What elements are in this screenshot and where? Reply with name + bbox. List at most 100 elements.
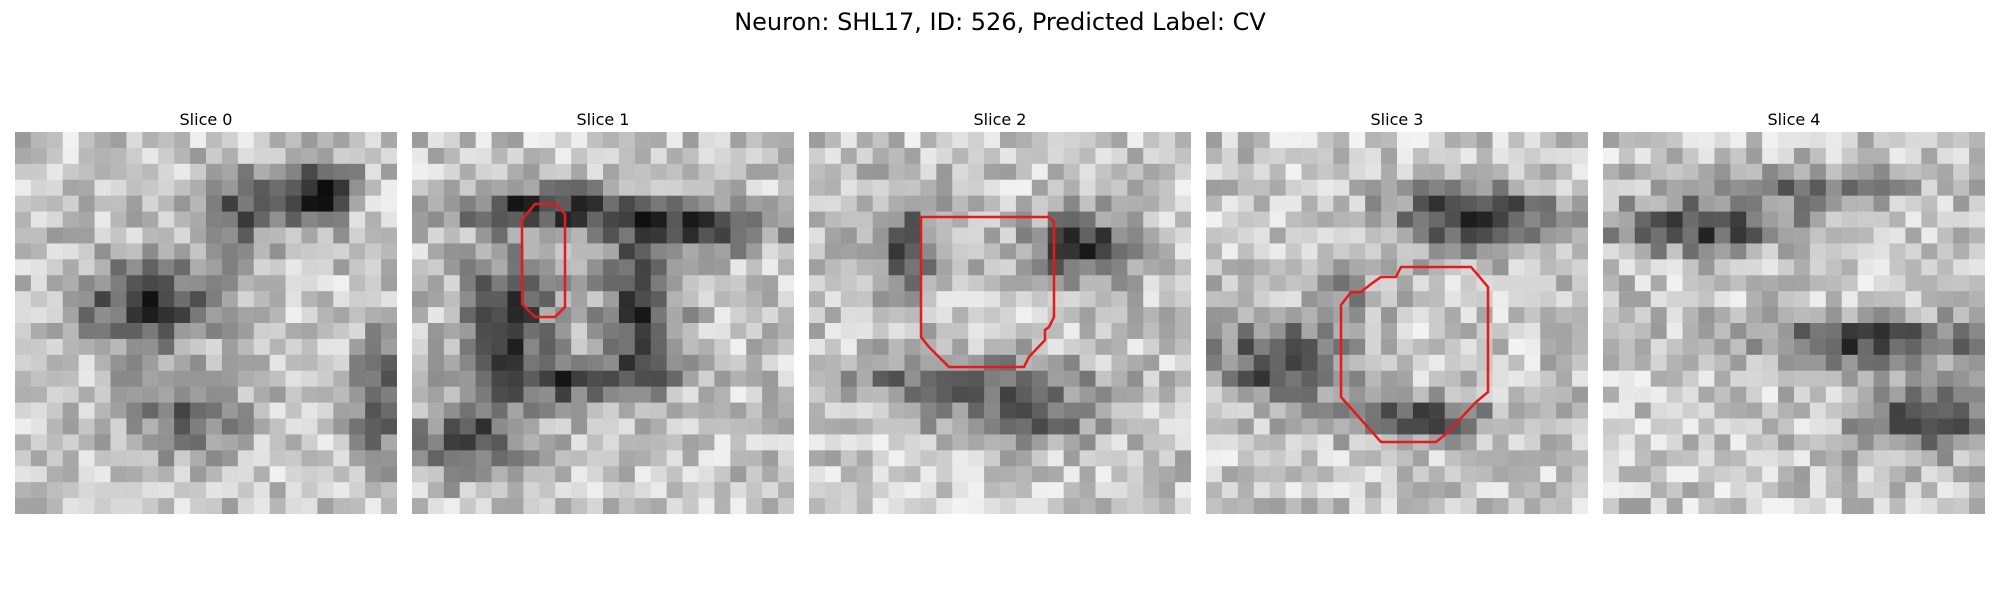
image-pixel [650,434,668,451]
image-pixel [126,386,143,404]
image-pixel [1873,498,1891,514]
image-pixel [1618,482,1636,499]
image-pixel [1301,307,1319,324]
image-pixel [539,275,556,292]
image-pixel [190,386,207,404]
image-pixel [221,132,239,149]
image-pixel [1365,307,1382,324]
image-pixel [1365,211,1382,229]
image-pixel [1285,338,1303,356]
image-pixel [349,211,366,229]
image-pixel [1253,163,1271,181]
image-pixel [15,418,32,436]
image-pixel [126,466,143,483]
image-pixel [1079,466,1097,483]
image-pixel [1921,482,1938,499]
image-pixel [1111,195,1128,213]
image-pixel [1412,338,1430,356]
image-pixel [1269,147,1287,165]
image-pixel [1540,147,1557,165]
image-pixel [746,323,763,340]
image-pixel [1809,386,1827,404]
image-pixel [1937,482,1954,499]
image-pixel [1206,147,1223,165]
image-pixel [1476,466,1494,483]
image-pixel [762,402,779,420]
image-pixel [1889,147,1907,165]
image-pixel [1524,434,1541,451]
image-pixel [158,482,175,499]
image-pixel [1905,482,1922,499]
image-pixel [507,291,525,308]
image-pixel [1666,354,1684,372]
image-pixel [920,418,937,436]
image-pixel [110,466,128,483]
image-pixel [952,291,969,308]
image-pixel [1428,307,1446,324]
image-pixel [1953,147,1970,165]
image-pixel [1349,259,1366,276]
image-pixel [714,211,731,229]
image-pixel [1143,163,1160,181]
image-pixel [1460,434,1478,451]
image-pixel [968,482,985,499]
image-pixel [1778,434,1795,451]
image-pixel [1206,370,1223,388]
image-pixel [1365,402,1382,420]
image-pixel [840,450,858,467]
image-pixel [62,434,80,451]
image-pixel [381,450,397,467]
image-pixel [1047,195,1065,213]
image-pixel [1524,275,1541,292]
image-pixel [1921,275,1938,292]
image-pixel [1111,211,1128,229]
slice-title: Slice 0 [179,110,233,129]
image-pixel [1524,211,1541,229]
image-pixel [62,338,80,356]
image-pixel [158,163,175,181]
image-pixel [1873,211,1891,229]
image-pixel [1221,434,1239,451]
image-pixel [1841,275,1859,292]
image-pixel [1031,482,1049,499]
image-pixel [634,211,652,229]
image-pixel [190,179,207,197]
image-pixel [856,259,874,276]
image-pixel [1921,291,1938,308]
image-pixel [1047,386,1065,404]
image-pixel [1127,275,1144,292]
image-pixel [1556,402,1573,420]
image-pixel [1762,466,1779,483]
image-pixel [1237,307,1255,324]
image-pixel [1778,323,1795,340]
image-pixel [1221,338,1239,356]
image-pixel [78,163,96,181]
image-pixel [1508,179,1525,197]
image-pixel [714,370,731,388]
image-pixel [1237,179,1255,197]
image-pixel [1111,370,1128,388]
image-pixel [1937,211,1954,229]
image-pixel [190,132,207,149]
image-pixel [539,386,556,404]
image-pixel [1428,370,1446,388]
image-pixel [1206,323,1223,340]
image-pixel [301,482,319,499]
image-pixel [1143,211,1160,229]
image-pixel [936,370,953,388]
image-pixel [1159,402,1176,420]
image-pixel [1921,227,1938,245]
image-pixel [1794,418,1811,436]
image-pixel [714,402,731,420]
image-pixel [158,498,175,514]
image-pixel [587,402,604,420]
image-pixel [94,418,112,436]
image-pixel [301,147,319,165]
image-pixel [634,195,652,213]
image-pixel [1857,386,1875,404]
image-pixel [1175,434,1191,451]
image-pixel [968,163,985,181]
image-pixel [253,370,271,388]
image-pixel [1953,195,1970,213]
image-pixel [174,195,191,213]
